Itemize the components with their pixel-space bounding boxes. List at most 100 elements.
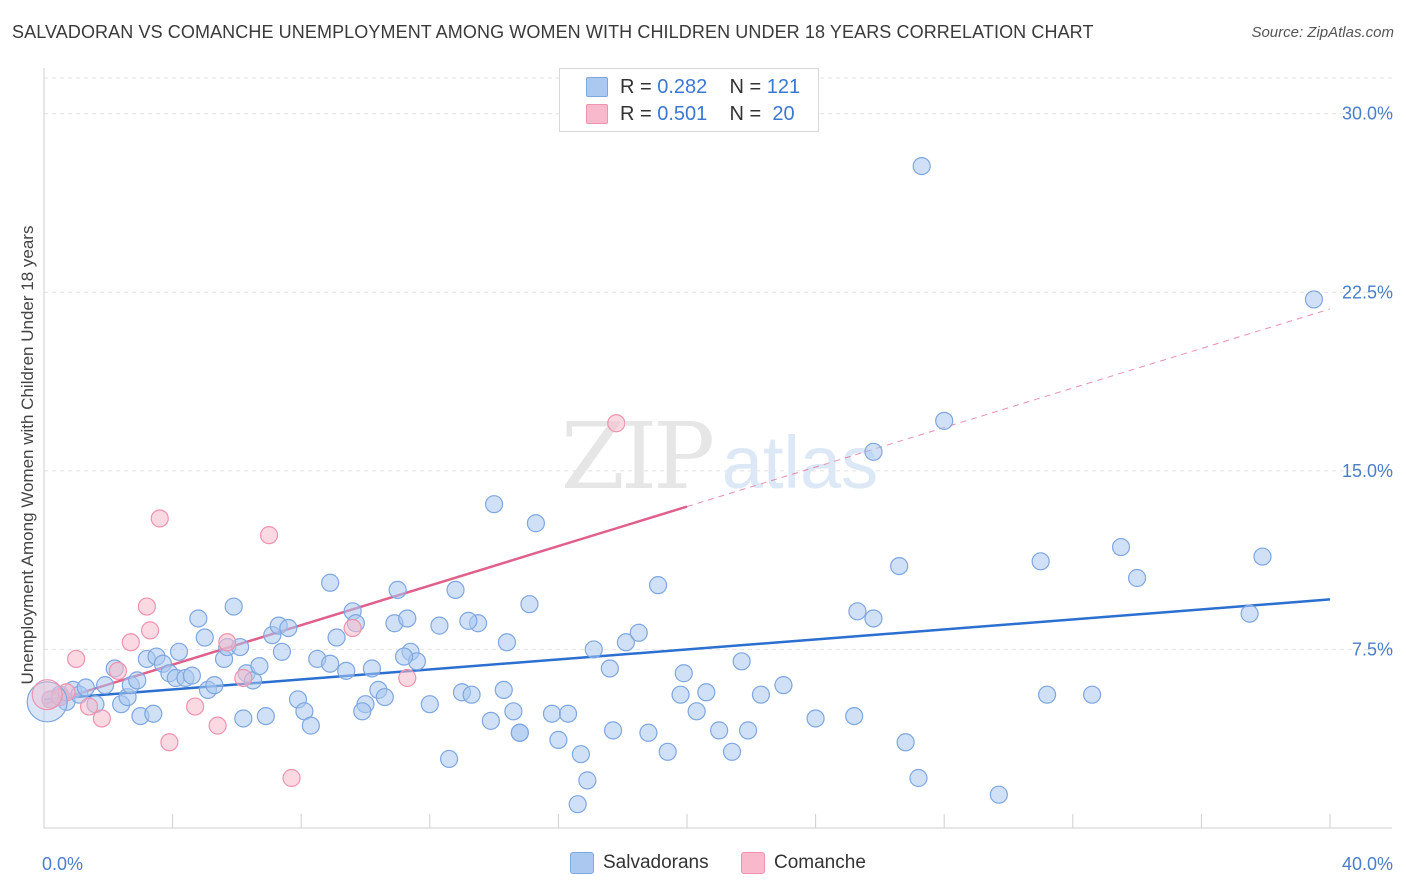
salvadoran-point [481, 711, 500, 730]
salvadoran-point [584, 640, 603, 659]
salvadoran-point [896, 733, 915, 752]
salvadoran-point [321, 654, 340, 673]
comanche-trend-line [43, 505, 688, 706]
legend-n-value: 121 [766, 75, 801, 98]
salvadoran-point [549, 730, 568, 750]
salvadoran-point [697, 683, 716, 702]
salvadoran-point [845, 706, 864, 726]
salvadoran-point [1304, 290, 1324, 309]
comanche-point [208, 716, 227, 735]
comanche-point [343, 618, 362, 638]
salvadoran-point [571, 745, 591, 764]
salvadoran-point [256, 706, 275, 726]
salvadoran-point [337, 661, 356, 680]
salvadoran-point [26, 681, 68, 723]
x-tick-label: 0.0% [42, 854, 83, 874]
salvadoran-point [420, 695, 439, 714]
legend-n-label: N = [729, 75, 762, 98]
salvadoran-point [909, 768, 928, 788]
salvadoran-point [169, 642, 189, 661]
x-tick-label: 40.0% [1342, 854, 1393, 874]
salvadoran-point [578, 771, 597, 790]
salvadoran-point [430, 616, 449, 635]
salvadoran-point [848, 602, 867, 621]
salvadoran-point [864, 442, 883, 461]
salvadoran-point [751, 685, 771, 704]
comanche-point [140, 621, 160, 640]
salvadoran-point [494, 680, 513, 700]
salvadoran-point [398, 609, 417, 628]
salvadoran-point [327, 628, 346, 647]
bottom-legend-swatch-comanche [741, 852, 765, 874]
salvadoran-point [205, 676, 224, 695]
salvadoran-point [301, 716, 320, 735]
salvadoran-point [912, 156, 931, 176]
salvadoran-point [1127, 568, 1147, 588]
salvadoran-point [1240, 604, 1259, 623]
bottom-legend-swatch-salvadorans [570, 852, 594, 874]
salvadoran-point [439, 749, 459, 769]
salvadoran-point [1037, 685, 1057, 704]
salvadoran-point [394, 647, 414, 666]
comanche-point [31, 679, 63, 711]
salvadoran-point [722, 742, 742, 761]
salvadoran-point [558, 704, 578, 723]
y-tick-label: 7.5% [1352, 639, 1393, 659]
legend-swatch-comanche [586, 104, 608, 124]
salvadoran-point [510, 723, 529, 742]
salvadoran-point [710, 721, 729, 740]
salvadoran-point [504, 702, 523, 721]
salvadoran-point [989, 785, 1008, 804]
salvadoran-point [144, 704, 163, 723]
y-tick-label: 22.5% [1342, 282, 1393, 302]
legend-n-value: 20 [772, 102, 795, 125]
salvadoran-point [250, 656, 269, 676]
comanche-point [137, 597, 156, 616]
salvadoran-point [658, 742, 677, 761]
salvadoran-point [1111, 537, 1131, 557]
comanche-point [234, 668, 253, 688]
bottom-legend-comanche: Comanche [741, 852, 866, 874]
salvadoran-point [485, 495, 504, 514]
salvadoran-point [890, 556, 909, 576]
salvadoran-point [95, 676, 115, 695]
watermark-atlas: atlas [722, 421, 878, 504]
salvadoran-point [224, 597, 243, 616]
comanche-trend-extension [686, 308, 1331, 508]
salvadoran-point [864, 609, 883, 628]
salvadoran-point [375, 687, 394, 707]
watermark: ZIP atlas [561, 403, 878, 510]
y-tick-label: 30.0% [1342, 104, 1393, 124]
comanche-point [92, 709, 111, 728]
salvadoran-point [1082, 685, 1102, 704]
chart-title: SALVADORAN VS COMANCHE UNEMPLOYMENT AMON… [12, 22, 1094, 42]
salvadoran-point [671, 685, 690, 704]
salvadoran-point [446, 580, 465, 600]
salvadoran-point [272, 642, 292, 661]
salvadoran-point [1253, 547, 1272, 566]
legend-row-salvadorans: R = 0.282 N = 121 [586, 76, 800, 98]
legend-n-label: N = [729, 102, 762, 125]
salvadoran-point [362, 659, 382, 678]
salvadoran-point [321, 573, 340, 592]
salvadoran-point [462, 685, 481, 704]
salvadoran-point [76, 678, 95, 697]
salvadoran-point [128, 671, 147, 690]
salvadoran-point [629, 623, 648, 642]
comanche-point [150, 509, 169, 528]
salvadoran-point [526, 514, 545, 533]
comanche-point [607, 414, 626, 433]
legend-swatch-salvadorans [586, 77, 608, 97]
salvadoran-point [648, 576, 668, 595]
salvadoran-point [1031, 552, 1050, 571]
bottom-legend-salvadorans: Salvadorans [570, 852, 709, 874]
salvadoran-point [520, 595, 539, 614]
comanche-point [186, 697, 205, 716]
salvadoran-point [459, 611, 478, 630]
salvadoran-point [189, 609, 208, 628]
salvadoran-point [687, 702, 706, 721]
y-tick-label: 15.0% [1342, 461, 1393, 481]
salvadoran-point [279, 618, 298, 638]
legend-row-comanche: R = 0.501 N = 20 [586, 103, 795, 125]
salvadoran-point [674, 664, 693, 683]
